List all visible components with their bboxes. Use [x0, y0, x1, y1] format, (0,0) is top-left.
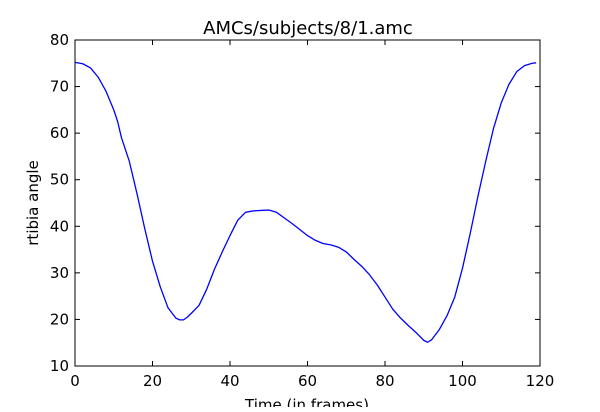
y-tick-label-4: 50: [50, 171, 69, 189]
y-axis-ticks: 10 20 30 40 50 60 70 80: [50, 31, 540, 375]
series-line-0: [74, 61, 537, 343]
y-tick-label-3: 40: [50, 217, 69, 235]
y-tick-label-7: 80: [50, 31, 69, 49]
x-tick-label-0: 0: [70, 372, 80, 390]
x-tick-label-5: 100: [448, 372, 477, 390]
x-tick-label-6: 120: [526, 372, 555, 390]
x-axis-label: Time (in frames): [244, 396, 369, 407]
y-tick-label-0: 10: [50, 357, 69, 375]
y-tick-label-2: 30: [50, 264, 69, 282]
y-tick-label-5: 60: [50, 124, 69, 142]
x-tick-label-3: 60: [298, 372, 317, 390]
chart-title: AMCs/subjects/8/1.amc: [203, 18, 413, 39]
y-axis-label: rtibia angle: [24, 160, 42, 245]
x-tick-label-2: 40: [220, 372, 239, 390]
x-axis-ticks: 0 20 40 60 80 100 120: [70, 40, 554, 390]
x-tick-label-4: 80: [375, 372, 394, 390]
plot-frame: [74, 39, 541, 367]
data-series-layer: [74, 61, 537, 343]
x-tick-label-1: 20: [143, 372, 162, 390]
y-tick-label-6: 70: [50, 78, 69, 96]
y-tick-label-1: 20: [50, 310, 69, 328]
